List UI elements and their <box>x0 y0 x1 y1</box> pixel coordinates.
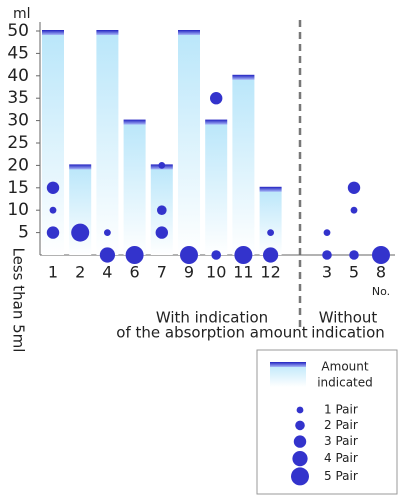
x-tick-label: 5 <box>349 263 359 282</box>
pair-dot <box>157 205 167 215</box>
x-tick-label: 2 <box>75 263 85 282</box>
pair-dot <box>46 226 60 239</box>
pair-dot <box>180 246 198 264</box>
zero-label: Less than 5ml <box>10 248 28 353</box>
x-tick-label: 9 <box>184 263 194 282</box>
pair-dot <box>349 250 359 260</box>
y-tick-label: 10 <box>7 200 29 220</box>
group-label: With indication <box>156 309 268 327</box>
pair-dot <box>323 229 331 237</box>
pair-dot <box>158 162 166 169</box>
bar <box>205 120 228 255</box>
pair-dot <box>99 247 115 263</box>
legend-label: 5 Pair <box>324 469 358 483</box>
y-tick-label: 15 <box>7 178 29 198</box>
legend-label: 4 Pair <box>324 451 358 465</box>
legend-label: 1 Pair <box>324 403 358 417</box>
y-unit: ml <box>13 6 31 22</box>
pair-dot <box>49 206 57 214</box>
x-tick-label: 11 <box>233 263 253 282</box>
y-tick-label: 5 <box>18 223 29 243</box>
x-tick-label: 10 <box>206 263 226 282</box>
x-tick-label: 1 <box>48 263 58 282</box>
bar-cap <box>232 74 255 80</box>
pair-dot <box>125 246 144 264</box>
pair-dot <box>322 250 332 260</box>
pair-dot <box>347 181 361 194</box>
legend-dot <box>291 467 309 486</box>
pair-dot <box>211 250 221 260</box>
y-tick-label: 20 <box>7 155 29 175</box>
x-suffix: No. <box>372 285 390 298</box>
legend-label: 3 Pair <box>324 434 358 448</box>
x-tick-label: 6 <box>130 263 140 282</box>
bar-cap <box>42 30 64 35</box>
bar <box>178 31 200 255</box>
x-tick-label: 12 <box>260 263 280 282</box>
y-tick-label: 30 <box>7 111 29 131</box>
bar-cap <box>123 119 146 125</box>
legend-dot <box>296 406 304 414</box>
bar <box>232 75 255 255</box>
pair-dot <box>234 246 253 264</box>
y-tick-label: 50 <box>7 21 29 41</box>
legend-label: indicated <box>317 376 373 390</box>
pair-dot <box>71 223 90 242</box>
pair-dot <box>46 181 60 194</box>
bar <box>259 187 282 255</box>
pair-dot <box>263 247 279 263</box>
y-tick-label: 45 <box>7 43 29 63</box>
x-tick-label: 7 <box>157 263 167 282</box>
y-tick-label: 25 <box>7 133 29 153</box>
legend-label: 2 Pair <box>324 418 358 432</box>
legend-bar-cap <box>270 362 306 367</box>
pair-dot <box>155 226 168 239</box>
group-label: indication <box>311 324 385 342</box>
pair-dot <box>267 229 274 237</box>
y-tick-label: 40 <box>7 66 29 86</box>
bar-cap <box>178 30 200 35</box>
pair-dot <box>372 246 390 264</box>
legend-dot <box>292 451 308 467</box>
legend-dot <box>295 420 305 431</box>
bar-cap <box>96 30 119 35</box>
pair-dot <box>104 229 111 237</box>
pair-dot <box>350 206 358 214</box>
x-tick-label: 3 <box>322 263 332 282</box>
bar <box>96 31 119 255</box>
bar-cap <box>259 186 282 192</box>
pair-dot <box>210 92 223 105</box>
bar-cap <box>69 164 92 170</box>
x-tick-label: 8 <box>376 263 386 282</box>
legend-label: Amount <box>321 360 368 374</box>
bar <box>42 31 64 255</box>
bar-cap <box>205 119 228 125</box>
group-label: Without <box>319 309 378 327</box>
group-label: of the absorption amount <box>116 324 308 342</box>
legend-dot <box>293 435 307 448</box>
bar <box>123 120 146 255</box>
x-tick-label: 4 <box>102 263 112 282</box>
y-tick-label: 35 <box>7 88 29 108</box>
